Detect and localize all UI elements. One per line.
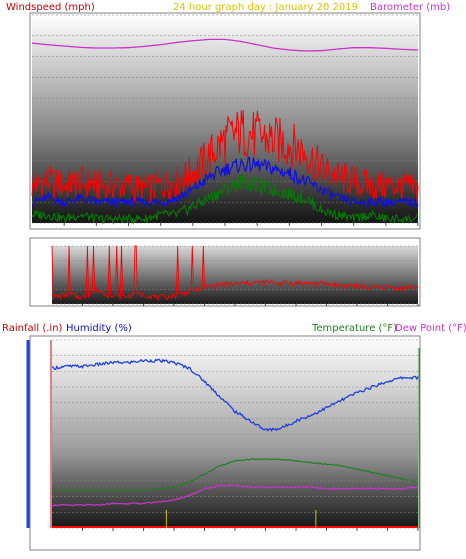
wind-average-series (31, 156, 419, 210)
dewpoint-label: Dew Point (°F) (395, 323, 466, 334)
direction-series (51, 245, 419, 301)
graph-title: 24 hour graph day : January 20 2019 (173, 2, 358, 13)
humidity-label: Humidity (%) (66, 323, 132, 334)
humidity-chart (26, 339, 420, 531)
rainfall-label: Rainfall (.in) (2, 323, 63, 334)
wind-low-series (31, 173, 419, 225)
windspeed-label: Windspeed (mph) (6, 2, 95, 13)
panel-2-plot (52, 246, 418, 304)
humidity-series (51, 358, 419, 433)
barometer-series (31, 38, 419, 52)
direction-chart (51, 245, 419, 306)
wind-gust-series (31, 110, 419, 203)
temperature-label: Temperature (°F) (311, 323, 397, 334)
panel-3-plot (52, 338, 418, 528)
barometer-label: Barometer (mb) (370, 2, 450, 13)
wind-chart (31, 14, 419, 226)
temperature-series (51, 458, 419, 492)
dewpoint-series (51, 484, 419, 507)
